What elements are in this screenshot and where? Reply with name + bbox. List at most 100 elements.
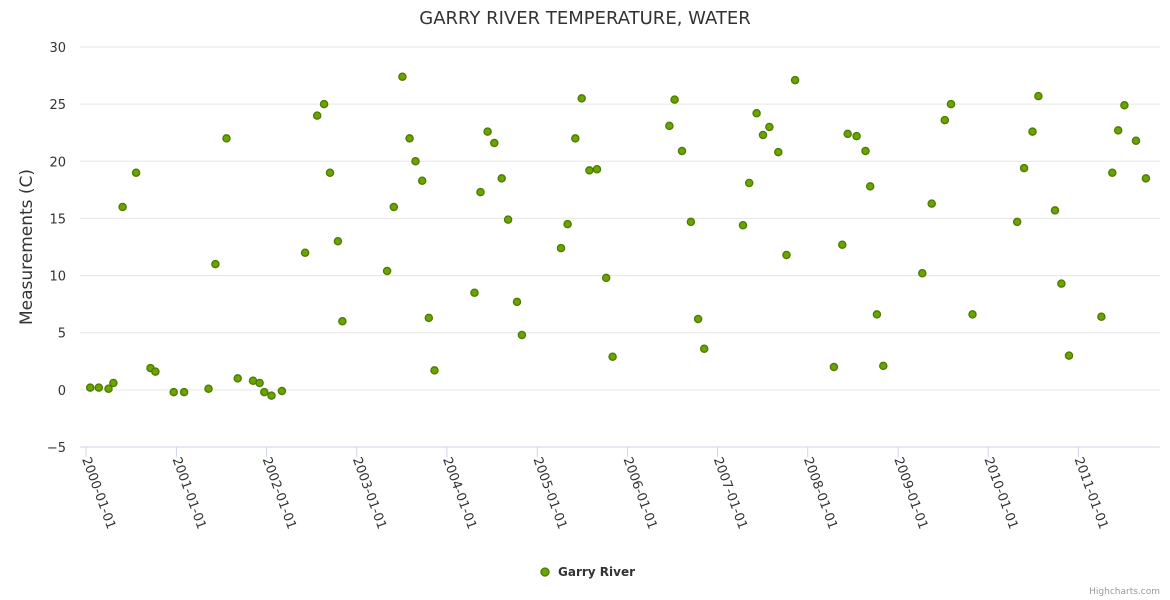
data-point[interactable] xyxy=(204,384,213,393)
data-point[interactable] xyxy=(222,134,231,143)
data-point[interactable] xyxy=(417,176,427,185)
data-point[interactable] xyxy=(758,130,768,140)
data-point[interactable] xyxy=(946,99,956,109)
data-point[interactable] xyxy=(131,168,141,177)
data-point[interactable] xyxy=(211,259,220,269)
data-point[interactable] xyxy=(267,391,276,400)
data-point[interactable] xyxy=(601,273,611,283)
x-tick-label: 2007-01-01 xyxy=(710,455,750,531)
credits-link[interactable]: Highcharts.com xyxy=(1089,587,1160,597)
data-point[interactable] xyxy=(169,387,178,397)
data-point[interactable] xyxy=(838,240,847,249)
data-point[interactable] xyxy=(744,178,754,188)
data-point[interactable] xyxy=(571,134,580,143)
data-point[interactable] xyxy=(865,182,875,191)
x-axis-ticks: 2000-01-01 2001-01-01 2002-01-01 2003-01-01… xyxy=(78,447,1111,531)
data-point[interactable] xyxy=(1028,127,1037,136)
data-point[interactable] xyxy=(677,146,687,156)
data-point[interactable] xyxy=(338,317,347,326)
data-point[interactable] xyxy=(319,99,329,109)
data-point[interactable] xyxy=(483,127,492,136)
data-point[interactable] xyxy=(94,383,104,392)
data-point[interactable] xyxy=(1141,174,1151,183)
x-tick-label: 2000-01-01 xyxy=(78,455,118,531)
data-point[interactable] xyxy=(665,121,674,131)
data-point[interactable] xyxy=(430,366,439,375)
data-point[interactable] xyxy=(312,111,322,120)
data-point[interactable] xyxy=(325,168,335,177)
y-tick-label: 15 xyxy=(49,212,66,227)
data-point[interactable] xyxy=(333,237,343,246)
data-point[interactable] xyxy=(118,202,127,212)
data-point[interactable] xyxy=(260,387,269,397)
data-point[interactable] xyxy=(686,217,696,227)
data-point[interactable] xyxy=(852,131,861,141)
data-point[interactable] xyxy=(585,166,594,175)
data-point[interactable] xyxy=(608,352,617,361)
data-point[interactable] xyxy=(277,386,287,396)
data-point[interactable] xyxy=(233,374,242,383)
data-point[interactable] xyxy=(389,202,399,212)
data-point[interactable] xyxy=(1057,279,1066,288)
data-point[interactable] xyxy=(517,330,527,340)
data-point[interactable] xyxy=(1120,101,1129,110)
data-point[interactable] xyxy=(927,199,936,208)
data-point[interactable] xyxy=(752,109,761,118)
data-point[interactable] xyxy=(843,129,852,139)
data-point[interactable] xyxy=(490,138,499,148)
data-point[interactable] xyxy=(1064,351,1074,360)
data-point[interactable] xyxy=(918,269,927,278)
data-point[interactable] xyxy=(1012,217,1022,227)
data-point[interactable] xyxy=(577,94,586,103)
data-point[interactable] xyxy=(411,157,420,166)
data-point[interactable] xyxy=(1050,206,1060,215)
data-point[interactable] xyxy=(476,187,485,197)
data-point[interactable] xyxy=(151,367,160,376)
x-tick-label: 2005-01-01 xyxy=(530,455,570,531)
data-point[interactable] xyxy=(1097,312,1106,321)
data-point[interactable] xyxy=(872,310,882,319)
data-point[interactable] xyxy=(738,221,748,230)
data-point[interactable] xyxy=(693,314,703,324)
data-point[interactable] xyxy=(782,250,791,260)
data-point[interactable] xyxy=(255,378,264,388)
data-point[interactable] xyxy=(109,378,118,388)
data-point[interactable] xyxy=(699,344,709,353)
data-point[interactable] xyxy=(879,361,888,371)
data-point[interactable] xyxy=(1113,126,1123,135)
data-point[interactable] xyxy=(563,219,572,229)
data-point[interactable] xyxy=(382,266,392,276)
data-point[interactable] xyxy=(829,362,839,372)
data-point[interactable] xyxy=(670,95,679,104)
data-point[interactable] xyxy=(85,383,95,392)
data-point[interactable] xyxy=(556,243,566,253)
x-tick-label: 2010-01-01 xyxy=(981,455,1021,531)
data-point[interactable] xyxy=(1019,163,1029,173)
data-point[interactable] xyxy=(104,384,113,393)
data-point[interactable] xyxy=(861,146,870,156)
data-point[interactable] xyxy=(497,174,506,183)
data-point[interactable] xyxy=(1131,136,1141,145)
data-point[interactable] xyxy=(790,75,800,85)
data-point[interactable] xyxy=(424,313,434,323)
data-point[interactable] xyxy=(470,288,479,297)
data-point[interactable] xyxy=(405,134,414,143)
y-tick-label: 0 xyxy=(58,384,66,399)
x-tick-label: 2004-01-01 xyxy=(439,455,479,531)
data-point[interactable] xyxy=(774,147,783,157)
data-point[interactable] xyxy=(512,297,522,307)
x-tick-label: 2008-01-01 xyxy=(800,455,840,531)
data-point[interactable] xyxy=(592,165,602,174)
data-points xyxy=(85,72,1151,400)
legend[interactable]: Garry River xyxy=(540,565,635,579)
data-point[interactable] xyxy=(503,215,513,224)
data-point[interactable] xyxy=(765,122,774,132)
data-point[interactable] xyxy=(300,248,310,257)
x-tick-label: 2003-01-01 xyxy=(349,455,389,531)
data-point[interactable] xyxy=(968,310,977,319)
data-point[interactable] xyxy=(398,72,407,81)
data-point[interactable] xyxy=(940,115,950,125)
data-point[interactable] xyxy=(1034,91,1043,101)
data-point[interactable] xyxy=(1108,168,1117,177)
data-point[interactable] xyxy=(179,387,189,397)
